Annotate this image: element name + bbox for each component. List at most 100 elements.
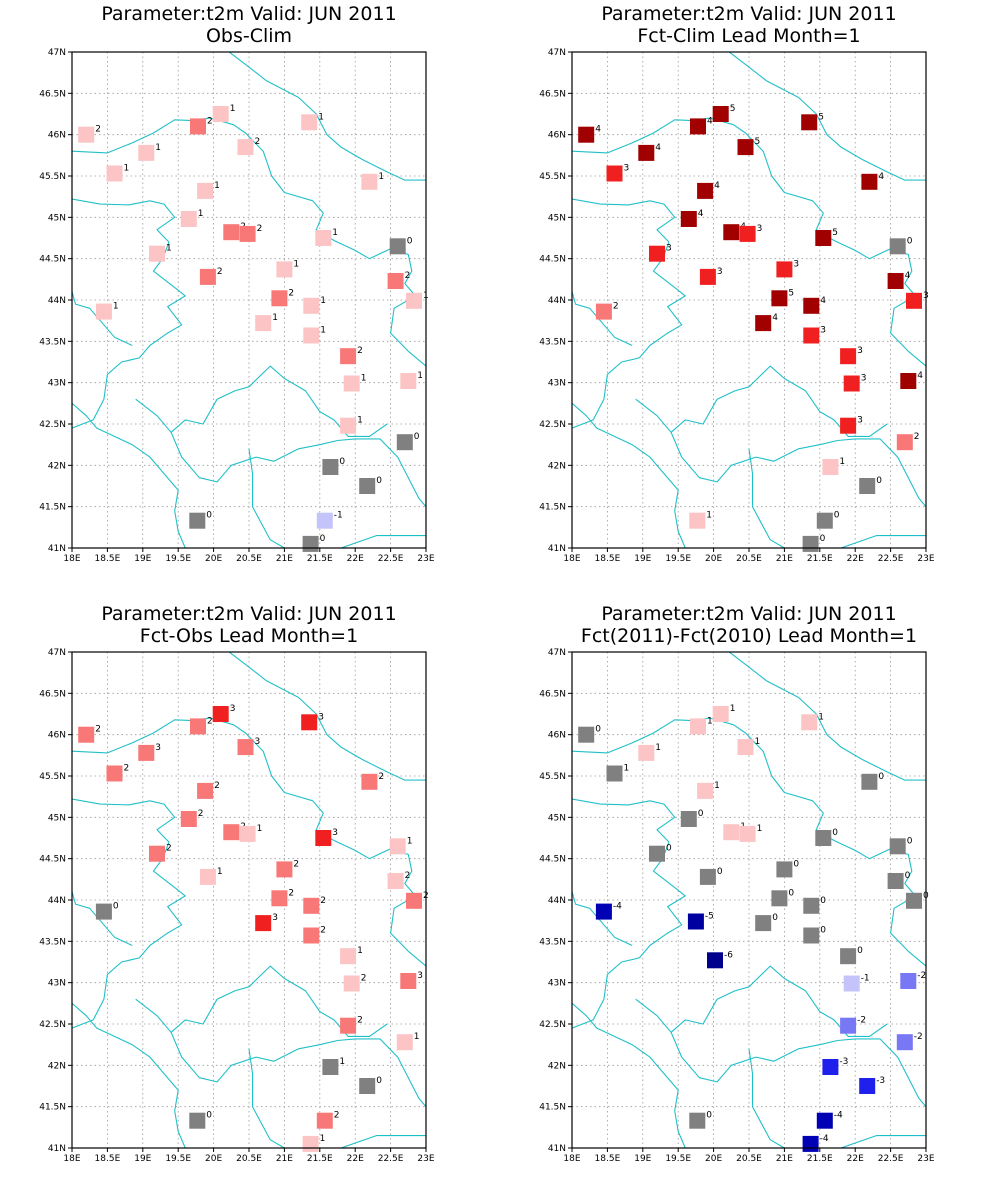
station-marker (803, 897, 820, 914)
lat-tick-label: 41.5N (39, 503, 66, 513)
station-value-label: 0 (595, 725, 601, 735)
station-marker (255, 915, 272, 932)
station-marker (680, 211, 697, 227)
lat-tick-label: 45.5N (539, 772, 566, 782)
border-line (840, 1135, 926, 1148)
lat-tick-label: 45N (48, 213, 66, 223)
station-marker (896, 1034, 913, 1051)
lat-tick-label: 41N (48, 544, 66, 554)
station-value-label: 1 (357, 416, 363, 426)
station-value-label: -5 (705, 912, 714, 922)
station-marker (301, 114, 318, 131)
border-line (170, 432, 426, 508)
station-marker (237, 139, 254, 156)
station-marker (803, 927, 820, 944)
lon-tick-label: 20.5E (236, 554, 262, 564)
station-value-label: 1 (407, 836, 413, 846)
station-value-label: 3 (793, 259, 799, 269)
station-marker (322, 459, 339, 475)
lon-tick-label: 21.5E (307, 554, 333, 564)
station-value-label: 4 (655, 143, 661, 153)
station-marker (361, 173, 378, 190)
station-value-label: 1 (757, 824, 763, 834)
station-marker (887, 873, 904, 889)
station-value-label: 4 (698, 209, 704, 219)
station-marker (303, 327, 320, 344)
station-value-label: -1 (334, 511, 343, 521)
station-value-label: 0 (113, 902, 119, 912)
station-value-label: 2 (378, 772, 384, 782)
station-value-label: 3 (155, 743, 161, 753)
station-marker (578, 126, 595, 143)
station-marker (816, 512, 833, 529)
station-value-label: 2 (320, 896, 326, 906)
country-borders (572, 652, 926, 1148)
station-marker (802, 1135, 819, 1152)
station-value-label: 2 (95, 725, 101, 735)
station-marker (301, 714, 318, 731)
station-marker (190, 118, 206, 135)
station-value-label: 4 (820, 296, 826, 306)
lat-tick-label: 45N (548, 813, 566, 823)
station-value-label: 1 (707, 716, 713, 726)
station-marker (406, 292, 422, 309)
station-value-label: -4 (820, 1134, 829, 1144)
lat-tick-label: 44N (548, 896, 566, 906)
lat-tick-label: 43.5N (539, 337, 566, 347)
station-marker (340, 417, 357, 434)
station-value-label: 1 (214, 181, 220, 191)
station-marker (223, 224, 240, 241)
station-marker (212, 106, 229, 122)
station-marker (649, 245, 665, 262)
station-marker (803, 327, 820, 344)
station-marker (302, 1135, 319, 1152)
station-marker (606, 165, 623, 182)
lon-tick-label: 20.5E (236, 1154, 262, 1164)
station-marker (106, 165, 123, 182)
station-marker (776, 261, 793, 278)
station-marker (106, 765, 123, 782)
border-line (72, 717, 426, 967)
station-marker (340, 1017, 357, 1034)
station-value-label: 1 (655, 743, 661, 753)
map-panel-fct-diff: Parameter:t2m Valid: JUN 2011Fct(2011)-F… (539, 603, 935, 1164)
lat-tick-label: 43N (48, 379, 66, 389)
lon-tick-label: 21E (776, 554, 793, 564)
lon-tick-label: 18E (563, 554, 580, 564)
lon-tick-label: 19E (134, 554, 151, 564)
station-value-label: 1 (230, 104, 236, 114)
border-line (72, 117, 426, 367)
station-value-label: 0 (820, 534, 826, 544)
station-value-label: 4 (772, 313, 778, 323)
station-marker (840, 417, 857, 434)
station-value-label: 0 (706, 1111, 712, 1121)
station-value-label: 0 (907, 236, 913, 246)
panel-subtitle: Obs-Clim (206, 25, 292, 47)
border-line (572, 798, 686, 1029)
border-line (748, 1048, 785, 1148)
station-marker (896, 434, 913, 451)
lat-tick-label: 47N (548, 48, 566, 58)
station-value-label: 2 (217, 267, 223, 277)
station-value-label: 1 (339, 1057, 345, 1067)
station-value-label: 1 (332, 228, 338, 238)
station-value-label: 3 (332, 828, 338, 838)
station-value-label: 1 (414, 1032, 420, 1042)
lon-tick-label: 18.5E (95, 554, 121, 564)
station-marker (199, 268, 216, 285)
border-line (228, 652, 426, 781)
station-value-label: 2 (214, 781, 220, 791)
border-line (748, 448, 785, 548)
lon-tick-label: 20E (705, 1154, 722, 1164)
lat-tick-label: 43N (48, 979, 66, 989)
station-value-label: 0 (339, 457, 345, 467)
station-marker (180, 211, 197, 227)
lon-tick-label: 20E (205, 554, 222, 564)
station-marker (840, 348, 857, 365)
station-value-label: -3 (839, 1057, 848, 1067)
station-marker (316, 1112, 333, 1129)
station-value-label: 1 (318, 112, 324, 122)
lat-tick-label: 42N (48, 1061, 66, 1071)
station-value-label: 0 (376, 476, 382, 486)
country-borders (72, 52, 426, 548)
